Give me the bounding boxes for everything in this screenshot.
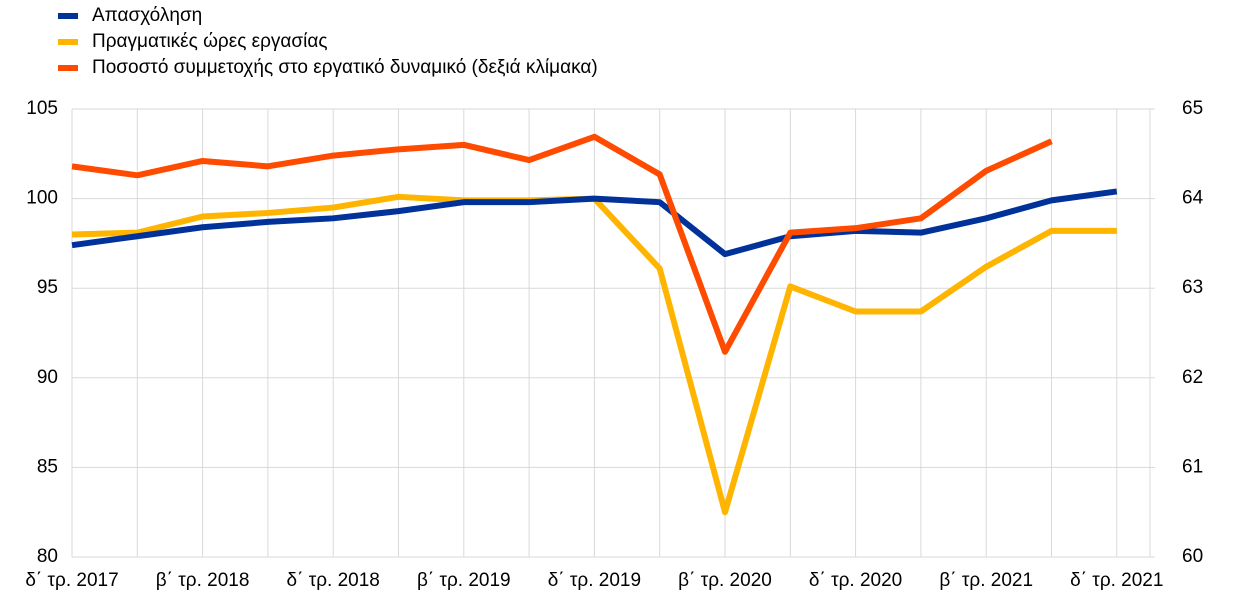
y2-tick-label: 60 (1182, 546, 1203, 567)
legend-label: Πραγματικές ώρες εργασίας (92, 31, 327, 52)
y-tick-label: 85 (37, 456, 58, 477)
y-tick-label: 105 (26, 98, 58, 119)
y2-tick-label: 63 (1182, 277, 1203, 298)
x-tick-label: β΄ τρ. 2019 (417, 570, 511, 591)
x-tick-label: δ΄ τρ. 2017 (25, 570, 118, 591)
legend-swatch (58, 13, 78, 19)
y2-tick-label: 65 (1182, 98, 1203, 119)
legend-swatch (58, 39, 78, 45)
y2-tick-label: 62 (1182, 367, 1203, 388)
x-tick-label: δ΄ τρ. 2021 (1070, 570, 1163, 591)
y-tick-label: 80 (37, 546, 58, 567)
y-tick-label: 90 (37, 367, 58, 388)
legend-label: Ποσοστό συμμετοχής στο εργατικό δυναμικό… (92, 57, 598, 78)
y2-tick-label: 64 (1182, 188, 1204, 209)
legend-swatch (58, 65, 78, 71)
legend-label: Απασχόληση (92, 5, 202, 26)
x-tick-label: β΄ τρ. 2021 (939, 570, 1033, 591)
x-tick-label: δ΄ τρ. 2018 (287, 570, 380, 591)
x-tick-label: δ΄ τρ. 2020 (809, 570, 902, 591)
x-tick-label: δ΄ τρ. 2019 (548, 570, 641, 591)
series-line (71, 188, 1118, 258)
x-tick-label: β΄ τρ. 2020 (678, 570, 772, 591)
y-tick-label: 95 (37, 277, 58, 298)
series-line (71, 133, 1053, 355)
x-tick-label: β΄ τρ. 2018 (156, 570, 250, 591)
y-tick-label: 100 (26, 188, 58, 209)
y2-tick-label: 61 (1182, 456, 1203, 477)
